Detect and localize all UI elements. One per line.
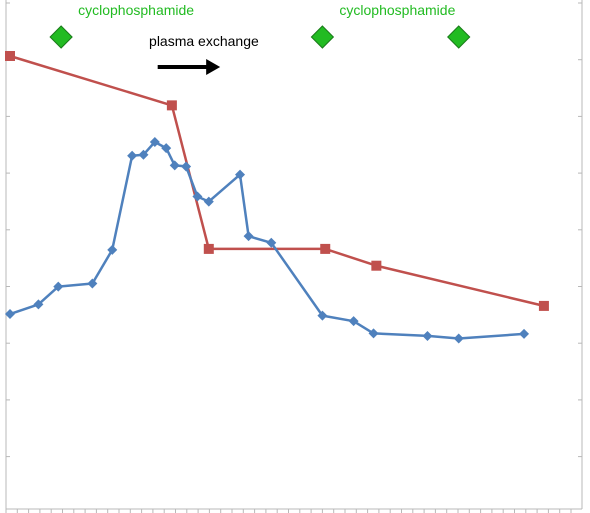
series-0-point-2 [203,243,214,254]
series-1-point-20 [453,333,464,344]
series-0-point-3 [320,243,331,254]
series-1-point-2 [53,281,64,292]
series-line-0 [9,54,545,308]
series-1-point-21 [519,328,530,339]
series-0-point-1 [166,100,177,111]
series-1-point-15 [266,237,277,248]
series-0-point-4 [371,260,382,271]
series-1-point-18 [368,328,379,339]
cyclophosphamide-marker-icon [447,25,471,49]
axes-frame [5,0,583,513]
series-1-point-0 [5,309,15,320]
series-1-point-16 [317,310,328,321]
annotations: cyclophosphamide cyclophosphamide plasma e… [49,2,471,75]
arrow-right-icon [206,59,221,75]
series-1-point-13 [235,169,246,180]
series-1-point-8 [161,143,172,154]
series-1-point-17 [348,316,359,327]
cyclophosphamide-marker-icon [310,25,335,49]
series-1-point-7 [149,137,160,148]
series-0-point-5 [538,300,549,311]
plot-area [5,50,549,344]
series-1-point-9 [169,160,180,171]
plasma-exchange-label: plasma exchange [149,33,259,49]
series-1-point-14 [243,231,254,242]
series-1-point-3 [87,278,98,289]
series-1-point-6 [138,149,149,160]
series-1-point-12 [203,196,214,207]
series-1-point-1 [33,299,44,310]
annotation-label-1: cyclophosphamide [339,2,455,18]
series-1-point-19 [422,330,433,341]
series-1-point-10 [181,161,192,172]
cyclophosphamide-marker-icon [49,25,73,49]
series-1-point-4 [107,244,118,255]
annotation-label-0: cyclophosphamide [78,2,194,18]
series-line-1 [9,140,525,340]
series-1-point-11 [192,191,203,202]
series-0-point-0 [5,50,15,61]
series-1-point-5 [127,150,138,161]
